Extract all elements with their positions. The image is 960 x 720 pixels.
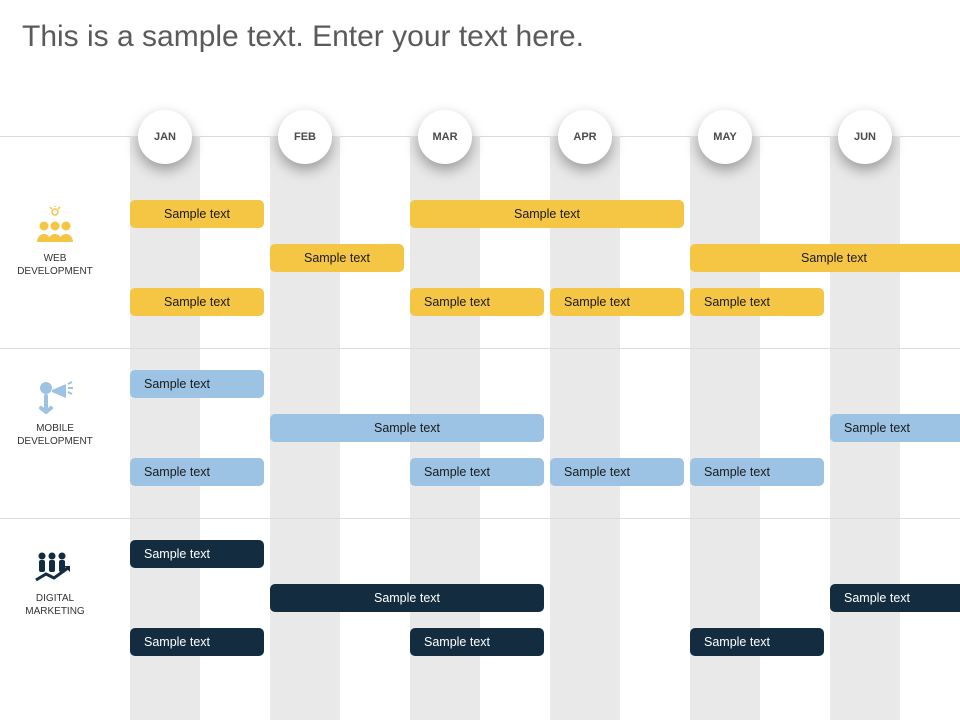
gantt-bar-label: Sample text: [424, 635, 490, 649]
month-label: FEB: [294, 131, 316, 143]
swimlane-title: WEBDEVELOPMENT: [0, 252, 110, 278]
swimlane-label: DIGITALMARKETING: [0, 546, 110, 618]
gantt-bar: Sample text: [550, 288, 684, 316]
gantt-bar-label: Sample text: [144, 547, 210, 561]
gantt-bar-label: Sample text: [424, 465, 490, 479]
gantt-bar: Sample text: [690, 458, 824, 486]
swimlane-label: WEBDEVELOPMENT: [0, 206, 110, 278]
gantt-bar-label: Sample text: [801, 251, 867, 265]
gantt-bar: Sample text: [830, 584, 960, 612]
gantt-bar-label: Sample text: [374, 421, 440, 435]
swimlane-divider: [0, 518, 960, 519]
swimlane-divider: [0, 348, 960, 349]
gantt-bar: Sample text: [410, 628, 544, 656]
gantt-bar: Sample text: [410, 458, 544, 486]
gantt-bar-label: Sample text: [514, 207, 580, 221]
gantt-bar-label: Sample text: [704, 635, 770, 649]
gantt-bar-label: Sample text: [564, 295, 630, 309]
gantt-bar-label: Sample text: [304, 251, 370, 265]
month-label: JUN: [854, 131, 876, 143]
gantt-bar: Sample text: [270, 244, 404, 272]
gantt-bar-label: Sample text: [144, 635, 210, 649]
gantt-bar: Sample text: [270, 584, 544, 612]
gantt-bar: Sample text: [130, 540, 264, 568]
gantt-chart: JAN FEB MAR APR MAY JUN WEBDEVELOPMENT MOBILE…: [0, 110, 960, 720]
month-header: FEB: [278, 110, 332, 164]
month-label: JAN: [154, 131, 176, 143]
gantt-bar: Sample text: [270, 414, 544, 442]
month-header: JUN: [838, 110, 892, 164]
gantt-bar: Sample text: [410, 200, 684, 228]
gantt-bar-label: Sample text: [844, 591, 910, 605]
month-label: APR: [573, 131, 596, 143]
month-header: MAR: [418, 110, 472, 164]
gantt-bar-label: Sample text: [424, 295, 490, 309]
gantt-bar-label: Sample text: [144, 377, 210, 391]
gantt-bar: Sample text: [130, 370, 264, 398]
gantt-bar-label: Sample text: [164, 207, 230, 221]
month-header: APR: [558, 110, 612, 164]
megaphone-icon: [32, 376, 78, 416]
gantt-bar: Sample text: [130, 458, 264, 486]
gantt-bar: Sample text: [130, 628, 264, 656]
month-label: MAR: [432, 131, 457, 143]
gantt-bar-label: Sample text: [374, 591, 440, 605]
growth-icon: [32, 546, 78, 586]
gantt-bar-label: Sample text: [164, 295, 230, 309]
gantt-bar-label: Sample text: [144, 465, 210, 479]
gantt-bar: Sample text: [130, 288, 264, 316]
gantt-bar-label: Sample text: [704, 295, 770, 309]
gantt-bar: Sample text: [690, 288, 824, 316]
gantt-bar-label: Sample text: [704, 465, 770, 479]
gantt-bar-label: Sample text: [844, 421, 910, 435]
gantt-bar: Sample text: [410, 288, 544, 316]
page-title: This is a sample text. Enter your text h…: [0, 0, 960, 54]
month-label: MAY: [713, 131, 736, 143]
team-icon: [32, 206, 78, 246]
gantt-bar: Sample text: [550, 458, 684, 486]
gantt-bar: Sample text: [130, 200, 264, 228]
gantt-bar: Sample text: [690, 628, 824, 656]
month-header: MAY: [698, 110, 752, 164]
swimlane-title: MOBILEDEVELOPMENT: [0, 422, 110, 448]
swimlane-label: MOBILEDEVELOPMENT: [0, 376, 110, 448]
gantt-bar-label: Sample text: [564, 465, 630, 479]
gantt-bar: Sample text: [690, 244, 960, 272]
month-header: JAN: [138, 110, 192, 164]
gantt-bar: Sample text: [830, 414, 960, 442]
swimlane-title: DIGITALMARKETING: [0, 592, 110, 618]
